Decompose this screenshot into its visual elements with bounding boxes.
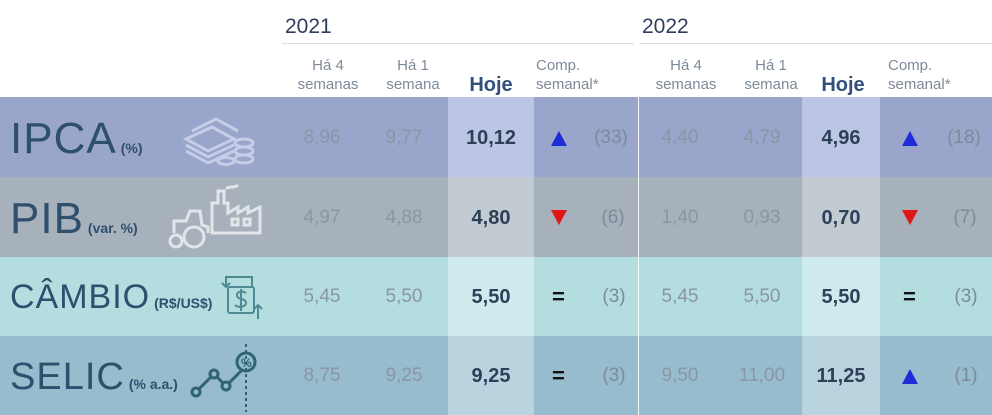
cambio-2021-ha4: 5,45 bbox=[303, 286, 341, 307]
header-2021-ha4: Há 4 semanas bbox=[297, 57, 359, 93]
cambio-2021-hoje: 5,50 bbox=[471, 286, 511, 308]
year-2022-label: 2022 bbox=[642, 15, 689, 38]
cambio-unit: (R$/US$) bbox=[154, 295, 213, 311]
pib-2021-hoje: 4,80 bbox=[471, 207, 511, 229]
year-column-divider bbox=[638, 97, 639, 415]
ipca-2021-hoje-highlight bbox=[448, 97, 534, 177]
selic-2021-ha1: 9,25 bbox=[385, 365, 423, 386]
year-2021-label: 2021 bbox=[285, 15, 332, 38]
pib-label: PIB (var. %) bbox=[10, 197, 138, 241]
pib-2022-count: (7) bbox=[953, 207, 977, 228]
ipca-label: IPCA (%) bbox=[10, 117, 142, 161]
pib-name: PIB bbox=[10, 194, 84, 243]
cambio-name: CÂMBIO bbox=[10, 278, 151, 316]
header-2022-ha4: Há 4 semanas bbox=[655, 57, 717, 93]
ipca-2021-hoje: 10,12 bbox=[465, 127, 517, 149]
ipca-2022-ha1: 4,79 bbox=[743, 127, 781, 148]
pib-2021-hoje-highlight bbox=[448, 177, 534, 257]
selic-2022-ha1: 11,00 bbox=[738, 365, 786, 386]
pib-2021-ha1: 4,88 bbox=[385, 207, 423, 228]
pib-unit: (var. %) bbox=[87, 220, 138, 236]
cambio-2022-ha1: 5,50 bbox=[743, 286, 781, 307]
pib-2022-hoje: 0,70 bbox=[821, 207, 861, 229]
ipca-2021-ha4: 8,96 bbox=[303, 127, 341, 148]
selic-2022-count: (1) bbox=[954, 365, 978, 386]
pib-2022-ha1: 0,93 bbox=[743, 207, 781, 228]
selic-unit: (% a.a.) bbox=[128, 376, 178, 392]
ipca-2022-hoje: 4,96 bbox=[821, 127, 861, 149]
header-2021-comp: Comp. semanal* bbox=[536, 57, 599, 93]
cambio-2022-count: (3) bbox=[954, 286, 978, 307]
ipca-2021-count: (33) bbox=[594, 127, 628, 148]
year-2022-divider bbox=[640, 43, 992, 44]
selic-label: SELIC (% a.a.) bbox=[10, 358, 178, 396]
header-2022-comp: Comp. semanal* bbox=[888, 57, 951, 93]
selic-2021-ha4: 8,75 bbox=[303, 365, 341, 386]
row-ipca: IPCA (%) 8,96 9,77 10,12 (33) 4,40 4,79 4… bbox=[0, 97, 992, 177]
pib-2021-down-arrow-icon bbox=[551, 210, 567, 225]
header-2022-hoje: Hoje bbox=[821, 74, 865, 96]
cambio-2022-hoje-highlight bbox=[802, 257, 880, 336]
header-2021-ha1: Há 1 semana bbox=[386, 57, 440, 93]
pib-2022-down-arrow-icon bbox=[902, 210, 918, 225]
selic-name: SELIC bbox=[10, 356, 125, 398]
cambio-2022-ha4: 5,45 bbox=[661, 286, 699, 307]
pib-2021-count: (6) bbox=[601, 207, 625, 228]
ipca-name: IPCA bbox=[10, 114, 117, 163]
factory-tractor-icon bbox=[168, 183, 262, 249]
ipca-2022-up-arrow-icon bbox=[902, 131, 918, 146]
header-2021-hoje: Hoje bbox=[469, 74, 513, 96]
cambio-2021-hoje-highlight bbox=[448, 257, 534, 336]
cambio-2021-equal-icon: = bbox=[552, 284, 565, 309]
ipca-2022-hoje-highlight bbox=[802, 97, 880, 177]
ipca-unit: (%) bbox=[120, 140, 143, 156]
year-2021-divider bbox=[282, 43, 634, 44]
selic-2021-hoje-highlight bbox=[448, 336, 534, 415]
selic-2022-up-arrow-icon bbox=[902, 369, 918, 384]
selic-2022-hoje: 11,25 bbox=[816, 365, 866, 387]
cambio-2022-equal-icon: = bbox=[903, 284, 916, 309]
ipca-2022-count: (18) bbox=[947, 127, 981, 148]
cambio-2022-hoje: 5,50 bbox=[821, 286, 861, 308]
cambio-2021-count: (3) bbox=[602, 286, 626, 307]
exchange-icon bbox=[221, 276, 263, 319]
selic-2021-count: (3) bbox=[602, 365, 626, 386]
ipca-2021-ha1: 9,77 bbox=[385, 127, 423, 148]
ipca-2021-up-arrow-icon bbox=[551, 131, 567, 146]
pib-2021-ha4: 4,97 bbox=[303, 207, 341, 228]
row-cambio: CÂMBIO (R$/US$) 5,45 5,50 5,50 = (3) 5,45… bbox=[0, 257, 992, 336]
selic-2021-equal-icon: = bbox=[552, 363, 565, 388]
cambio-2021-ha1: 5,50 bbox=[385, 286, 423, 307]
row-selic: SELIC (% a.a.) % 8,75 9,25 9,25 = (3) 9,5… bbox=[0, 336, 992, 415]
pib-2022-hoje-highlight bbox=[802, 177, 880, 257]
header-2022-ha1: Há 1 semana bbox=[744, 57, 798, 93]
cambio-label: CÂMBIO (R$/US$) bbox=[10, 280, 212, 314]
ipca-2022-ha4: 4,40 bbox=[661, 127, 699, 148]
selic-2022-ha4: 9,50 bbox=[661, 365, 699, 386]
money-stack-icon bbox=[182, 117, 255, 166]
pib-2022-ha4: 1,40 bbox=[661, 207, 699, 228]
selic-2022-hoje-highlight bbox=[802, 336, 880, 415]
row-pib: PIB (var. %) 4,97 4,88 4,80 (6) 1,40 0,93… bbox=[0, 177, 992, 257]
rate-chart-icon: % bbox=[190, 344, 257, 412]
svg-text:%: % bbox=[241, 356, 252, 370]
selic-2021-hoje: 9,25 bbox=[471, 365, 511, 387]
